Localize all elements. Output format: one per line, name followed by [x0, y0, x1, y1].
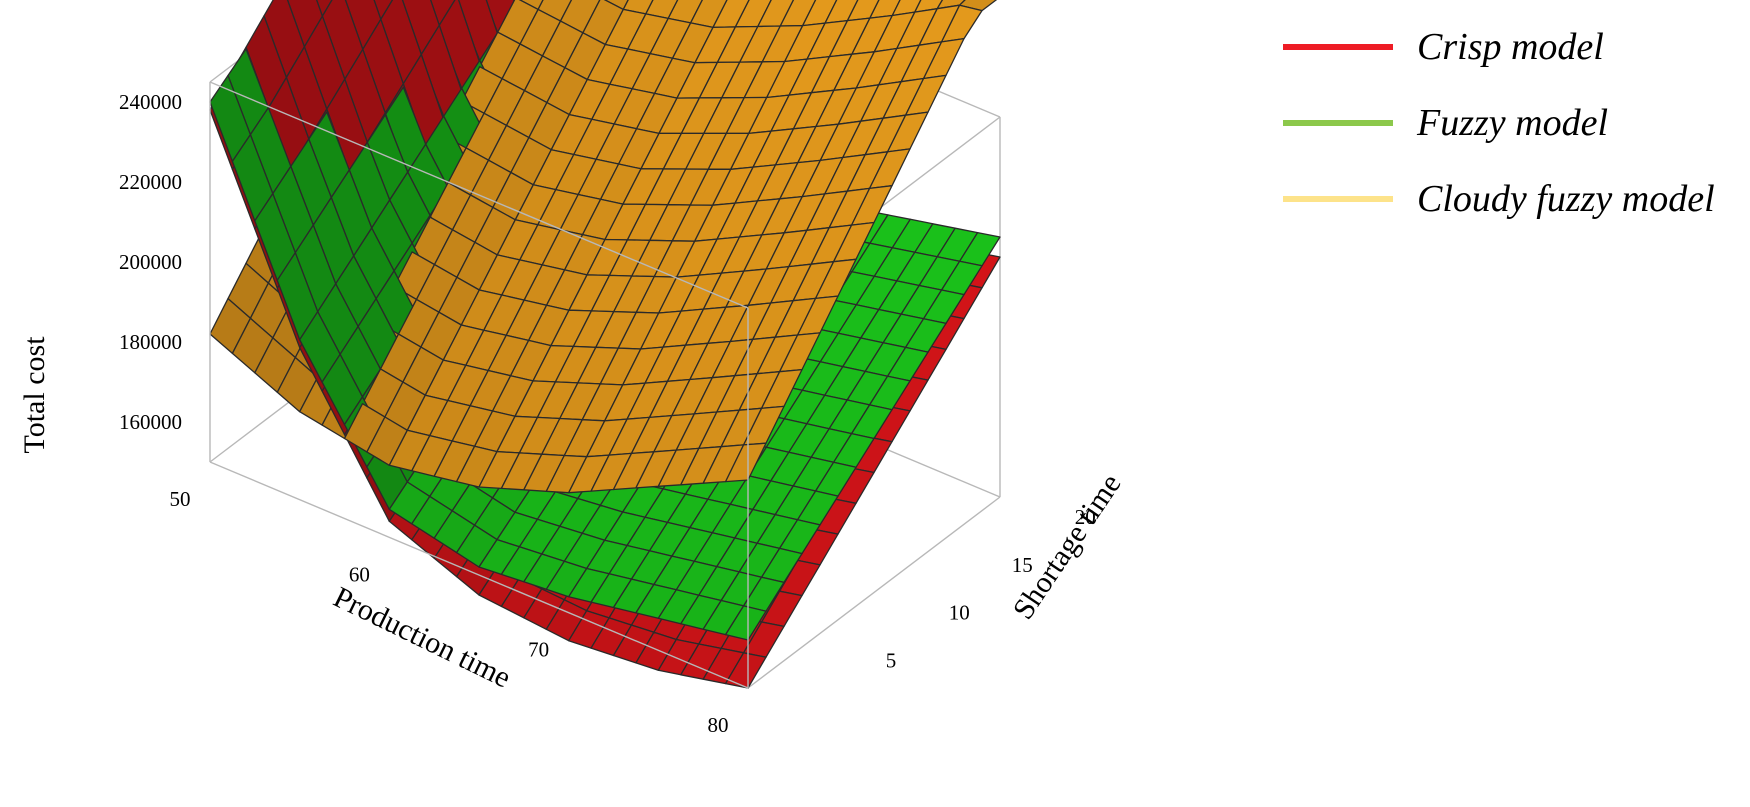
y-tick-label: 10 [949, 601, 970, 625]
legend-label: Fuzzy model [1416, 102, 1608, 144]
surface-patch [724, 442, 767, 483]
surface-patch [373, 0, 394, 20]
z-axis-title: Total cost [18, 336, 51, 454]
y-axis-title: Shortage time [1007, 468, 1128, 625]
surface-patch [315, 0, 333, 17]
legend-label: Cloudy fuzzy model [1417, 178, 1715, 220]
x-tick-label: 80 [708, 713, 729, 737]
y-tick-label: 5 [886, 648, 897, 672]
box-edge [209, 81, 749, 309]
plot-box-front [209, 81, 749, 689]
surfaces [209, 0, 1001, 689]
y-tick-label: 15 [1012, 553, 1033, 577]
box-edge [747, 496, 1001, 689]
total-cost-ticks: 160000 180000 200000 220000 240000 [119, 90, 182, 434]
x-tick-label: 50 [170, 487, 191, 511]
surface-patch [724, 605, 767, 641]
box-edge [209, 461, 749, 689]
y-tick-label: 20 [1075, 505, 1096, 529]
z-tick-label: 200000 [119, 250, 182, 274]
z-tick-label: 240000 [119, 90, 182, 114]
legend-label: Crisp model [1417, 26, 1604, 68]
z-tick-label: 160000 [119, 410, 182, 434]
x-tick-label: 60 [349, 562, 370, 586]
z-tick-label: 180000 [119, 330, 182, 354]
surface-patch [724, 652, 767, 689]
z-tick-label: 220000 [119, 170, 182, 194]
shortage-time-ticks: 5 10 15 20 [886, 505, 1096, 672]
x-tick-label: 70 [528, 638, 549, 662]
legend: Crisp model Fuzzy model Cloudy fuzzy model [1283, 26, 1715, 220]
production-time-ticks: 50 60 70 80 [170, 487, 729, 737]
